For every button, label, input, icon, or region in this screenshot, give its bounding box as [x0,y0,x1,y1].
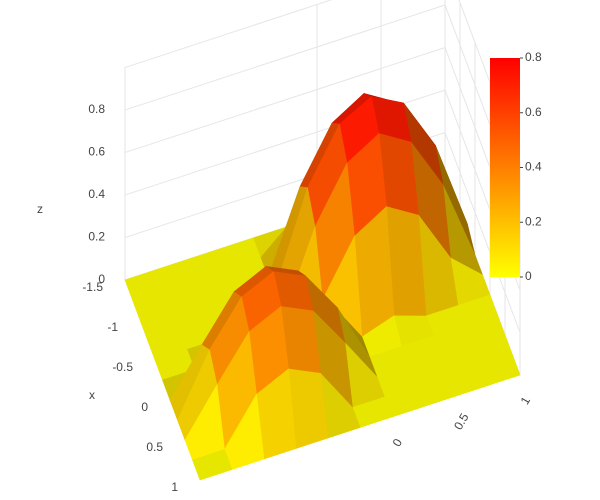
surface-cell [192,449,233,481]
x-axis-title: x [89,388,95,402]
x-tick-label: -1.5 [82,280,103,294]
z-axis-title: z [37,202,43,216]
y-tick-label: 0.5 [451,411,472,433]
colorbar-tick-label: 0.4 [525,160,542,174]
x-tick-label: 0.5 [146,440,163,454]
x-tick-label: -1 [107,320,118,334]
x-tick-label: 1 [171,480,178,494]
z-tick-label: 0.8 [88,102,105,116]
x-tick-label: -0.5 [112,360,133,374]
colorbar-tick-label: 0 [525,269,532,283]
y-tick-label: 0 [390,436,406,449]
colorbar-tick-label: 0.2 [525,214,542,228]
x-tick-label: 0 [141,400,148,414]
z-tick-label: 0.4 [88,187,105,201]
z-tick-label: 0.2 [88,230,105,244]
colorbar-tick-label: 0.6 [525,105,542,119]
colorbar-tick-label: 0.8 [525,50,542,64]
z-tick-label: 0.6 [88,145,105,159]
z-tick-label: 0 [98,272,105,286]
colorbar [490,58,520,277]
y-tick-label: 1 [518,394,534,407]
